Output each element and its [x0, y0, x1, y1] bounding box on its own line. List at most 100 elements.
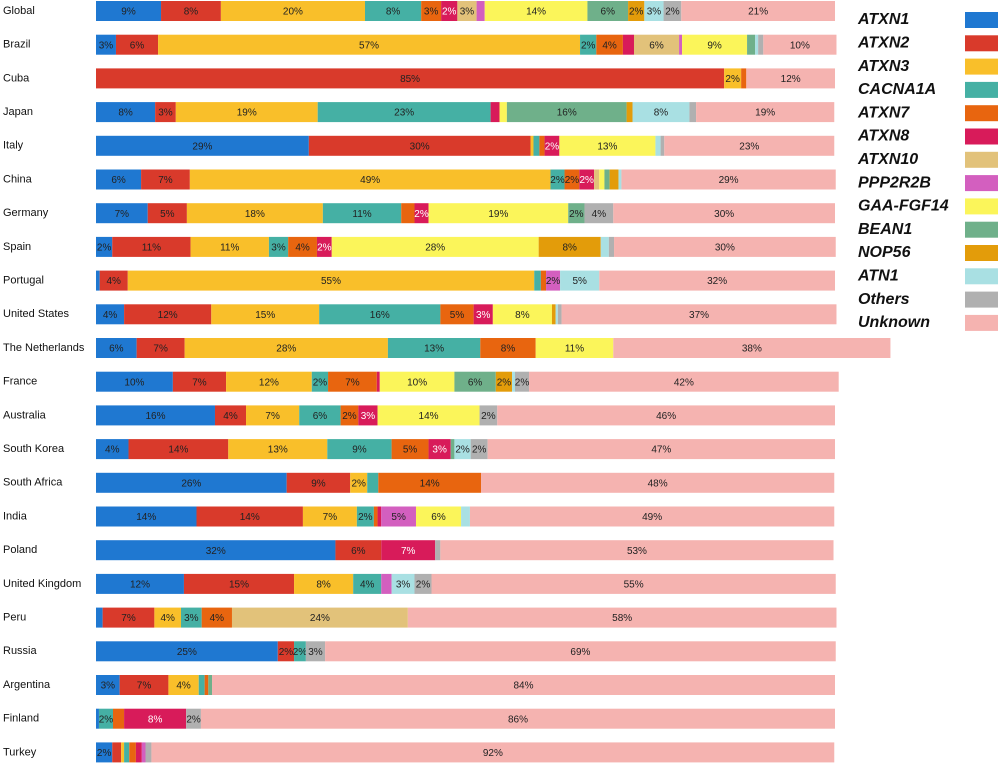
data-label: 7% [153, 344, 168, 355]
bar-segment [512, 371, 516, 392]
bar-segment [551, 304, 556, 325]
data-label: 55% [624, 580, 644, 591]
bar-segment [340, 405, 359, 426]
data-label: 5% [403, 445, 418, 456]
legend-swatch [965, 105, 998, 122]
data-label: 2% [725, 74, 740, 85]
bar-segment [492, 304, 552, 325]
category-label: Argentina [3, 679, 51, 691]
bar-segment [608, 236, 615, 257]
legend-swatch [965, 35, 998, 52]
data-label: 12% [259, 377, 279, 388]
bar-segment [580, 34, 597, 55]
bar-segment [506, 102, 627, 123]
data-label: 12% [130, 580, 150, 591]
data-label: 5% [450, 310, 465, 321]
data-label: 53% [627, 546, 647, 557]
data-label: 2% [293, 647, 308, 658]
bar-segment [469, 506, 835, 527]
bar-segment [96, 472, 287, 493]
bar-segment [626, 102, 633, 123]
bar-segment [96, 203, 148, 224]
data-label: 3% [101, 681, 116, 692]
data-label: 6% [468, 377, 483, 388]
bar-segment [613, 338, 891, 358]
bar-segment [286, 472, 351, 493]
bar-segment [331, 236, 539, 257]
bar-segment [534, 270, 541, 291]
bar-segment [564, 169, 580, 190]
data-label: 2% [97, 748, 112, 759]
data-label: 6% [601, 7, 616, 18]
bar-segment [479, 405, 498, 426]
category-label: Russia [3, 645, 38, 657]
data-label: 4% [592, 209, 607, 220]
data-label: 86% [508, 714, 528, 725]
bar-segment [539, 135, 545, 156]
category-label: Australia [3, 409, 47, 421]
data-label: 4% [107, 276, 122, 287]
bar-segment [268, 236, 289, 257]
bar-segment [724, 68, 742, 89]
bar-segment [378, 472, 482, 493]
data-label: 48% [648, 478, 668, 489]
data-label: 4% [176, 681, 191, 692]
data-label: 20% [283, 7, 303, 18]
bar-segment [327, 439, 392, 460]
bar-segment [112, 742, 122, 763]
data-label: 9% [707, 40, 722, 51]
bar-segment [622, 34, 634, 55]
bar-segment [476, 1, 485, 21]
bar-segment [450, 439, 455, 460]
data-label: 8% [184, 7, 199, 18]
data-label: 84% [514, 681, 534, 692]
bar-segment [544, 135, 560, 156]
data-label: 11% [352, 209, 371, 220]
data-label: 4% [223, 411, 238, 422]
bar-segment [401, 203, 415, 224]
data-label: 3% [396, 580, 411, 591]
bar-segment [308, 135, 531, 156]
legend-label: CACNA1A [858, 81, 936, 98]
bar-segment [747, 34, 756, 55]
data-label: 18% [245, 209, 265, 220]
bar-segment [655, 135, 661, 156]
data-label: 7% [137, 681, 152, 692]
data-label: 2% [546, 276, 561, 287]
bar-segment [599, 169, 605, 190]
bar-segment [632, 102, 690, 123]
data-label: 11% [142, 243, 161, 254]
bar-segment [440, 304, 474, 325]
bar-segment [198, 675, 205, 695]
legend-label: ATXN7 [857, 104, 910, 121]
category-label: India [3, 510, 28, 522]
bar-segment [613, 203, 835, 224]
data-label: 2% [629, 7, 644, 18]
bar-segment [584, 203, 614, 224]
data-label: 46% [656, 411, 676, 422]
bar-segment [614, 236, 836, 257]
bar-segment [495, 371, 513, 392]
data-label: 9% [121, 7, 136, 18]
bar-segment [102, 607, 155, 628]
bar-segment [741, 68, 747, 89]
bar-segment [317, 102, 491, 123]
category-label: Brazil [3, 39, 31, 51]
bar-segment [128, 439, 229, 460]
bar-segment [190, 236, 269, 257]
data-label: 3% [424, 7, 439, 18]
data-label: 23% [394, 108, 414, 119]
data-label: 16% [370, 310, 390, 321]
bar-segment [533, 135, 540, 156]
category-label: Finland [3, 713, 39, 725]
bar-segment [335, 540, 382, 561]
bar-segment [98, 708, 113, 729]
legend-label: Others [858, 291, 910, 308]
data-label: 8% [501, 344, 516, 355]
bar-segment [99, 270, 128, 291]
bar-segment [96, 338, 137, 358]
bar-segment [196, 506, 303, 527]
data-label: 14% [419, 411, 439, 422]
data-label: 58% [612, 613, 632, 624]
